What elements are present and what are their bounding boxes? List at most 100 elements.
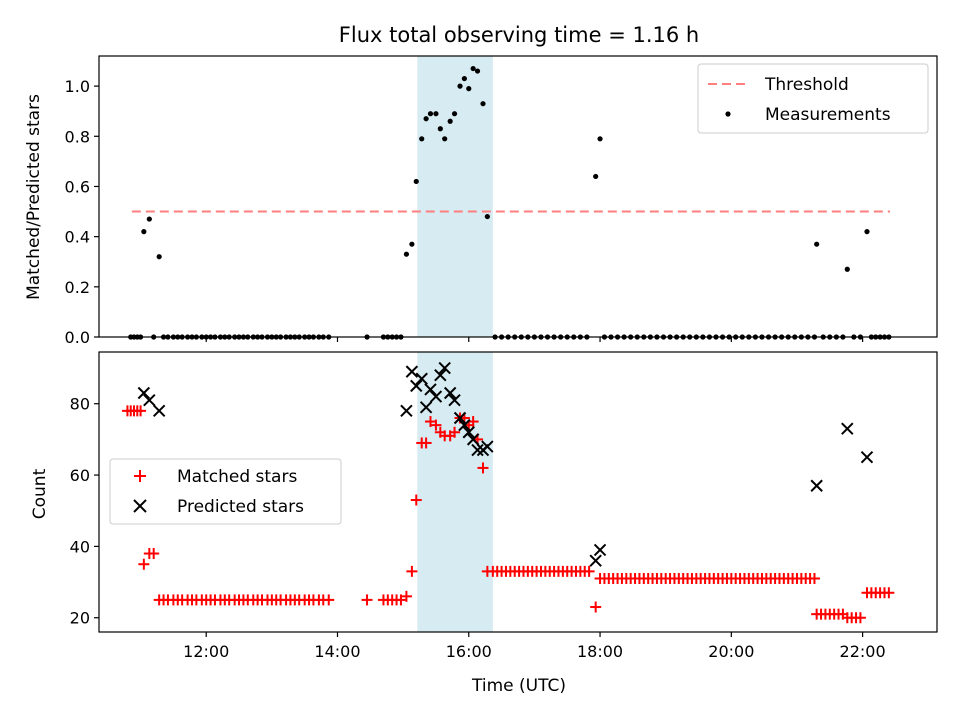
matched-point [449,426,461,438]
legend-measurements-label: Measurements [765,105,891,125]
matched-point [430,419,442,431]
x-tick-label: 22:00 [840,642,886,661]
legend-measurements-swatch [725,111,731,117]
measurement-point [451,111,458,117]
matched-point [583,565,595,577]
measurement-point [141,229,147,235]
predicted-point [424,383,437,396]
predicted-point [466,433,480,446]
matched-point [420,437,432,449]
predicted-point [448,393,461,407]
predicted-point [471,443,484,457]
legend-top: Threshold Measurements [697,63,929,134]
y-tick-label: 0.0 [65,328,90,347]
legend-predicted-label: Predicted stars [177,497,304,517]
axes-frame-bottom [98,351,938,633]
y-tick-label: 20 [70,609,90,628]
predicted-point [841,422,854,435]
y-ticks-bottom: 20 40 60 80 [70,395,99,628]
x-axis-label: Time (UTC) [471,676,566,696]
measurement-point [480,101,486,107]
predicted-point [481,440,494,453]
measurement-point [433,111,439,117]
y-tick-label: 40 [70,537,90,556]
y-tick-label: 0.2 [65,278,90,297]
measurement-point [409,241,415,247]
x-ticks-bottom: 12:00 14:00 16:00 18:00 20:00 22:00 [183,632,886,661]
axes-frame-top [98,55,938,338]
measurement-point [427,111,434,117]
legend-threshold-label: Threshold [764,75,849,95]
legend-bottom: Matched stars Predicted stars [109,458,342,525]
matched-point [808,572,820,584]
predicted-point [410,379,423,393]
x-ticks-top [205,337,864,342]
predicted-point [593,543,607,557]
matched-point [138,558,150,570]
measurement-point [413,178,419,185]
highlight-span-bottom [417,352,493,632]
matched-point [467,416,479,428]
measurement-point [437,126,443,132]
predicted-point [443,386,457,400]
matched-point [148,548,160,560]
predicted-point [860,451,874,464]
measurement-point [474,68,481,74]
y-tick-label: 0.6 [65,177,90,196]
ylabel-top: Matched/Predicted stars [24,94,44,300]
measurement-point [466,86,472,92]
matched-point [406,565,418,577]
predicted-point [438,361,451,375]
legend-bottom-frame [109,458,342,525]
predicted-star-points [137,361,874,567]
measurement-point [403,251,410,257]
measurement-point [419,136,425,142]
predicted-point [429,390,443,403]
measurement-point [814,241,820,247]
predicted-point [419,401,433,414]
predicted-point [137,386,151,400]
predicted-point [405,365,419,378]
matched-point [400,590,412,602]
measurement-point [457,83,463,89]
chart-title: Flux total observing time = 1.16 h [339,23,699,47]
matched-point [361,594,373,606]
predicted-point [400,404,413,418]
x-tick-label: 12:00 [183,642,229,661]
matched-star-points [121,405,895,624]
y-tick-label: 80 [70,395,90,414]
predicted-point [458,418,471,432]
x-tick-label: 14:00 [314,642,360,661]
measurement-point [447,118,453,124]
predicted-point [434,368,447,382]
matched-point [590,601,602,613]
y-tick-label: 0.4 [65,228,90,247]
predicted-point [453,411,467,425]
highlight-span-top [417,56,493,337]
measurement-point [461,75,467,82]
x-tick-label: 20:00 [708,642,754,661]
measurement-point [423,116,429,122]
y-ticks-top: 0.0 0.2 0.4 0.6 0.8 1.0 [65,77,99,347]
legend-matched-swatch [134,470,146,482]
legend-top-frame [697,63,929,134]
y-tick-label: 60 [70,466,90,485]
y-tick-label: 0.8 [65,127,90,146]
matched-point [135,405,147,417]
ylabel-bottom: Count [30,468,50,519]
measurement-point [156,254,162,260]
measurement-point [844,266,850,272]
matched-point [323,594,335,606]
ratio-panel: 0.0 0.2 0.4 0.6 0.8 1.0 Matched/Predicted sta… [24,55,938,347]
measurement-point [864,229,870,235]
x-tick-label: 18:00 [577,642,623,661]
predicted-point [143,393,156,407]
measurement-point [597,136,603,142]
predicted-point [152,404,166,418]
measurement-point [484,213,490,220]
matched-point [883,587,895,599]
matched-point [410,494,422,506]
legend-predicted-swatch [133,499,147,513]
